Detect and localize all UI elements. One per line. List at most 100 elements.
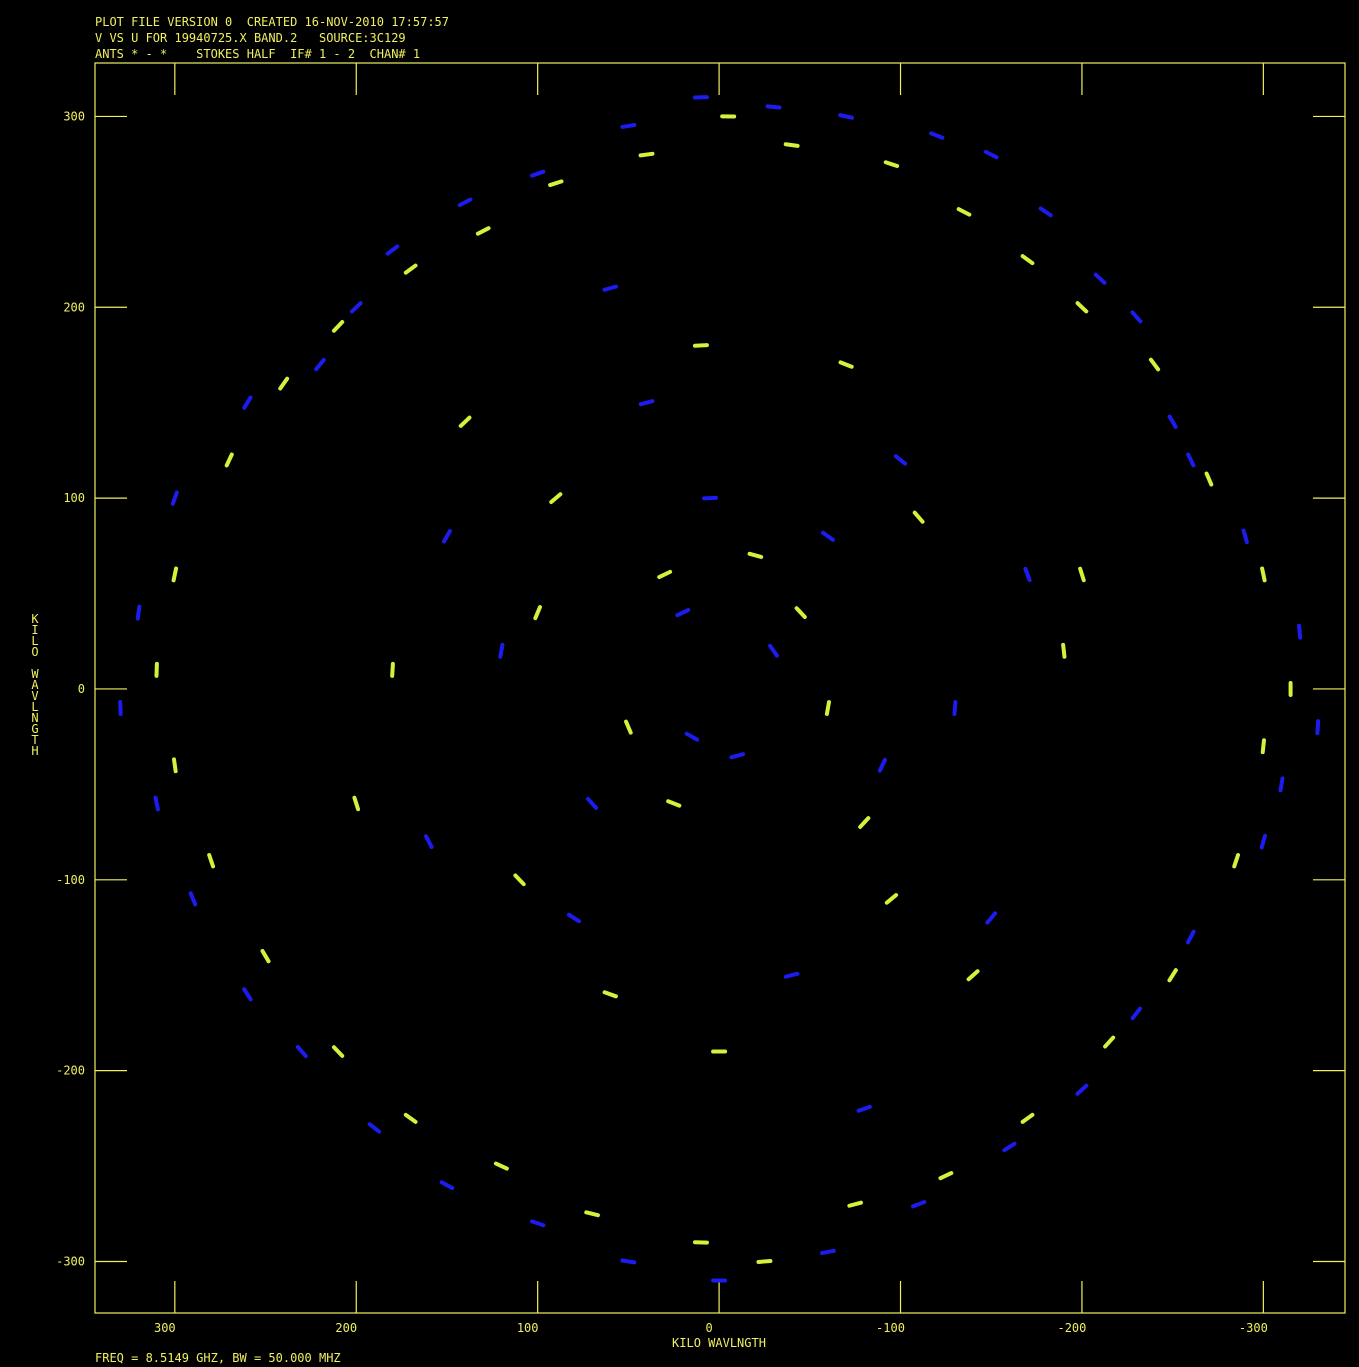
uv-point: [675, 608, 691, 618]
uv-point: [549, 492, 563, 505]
uv-point: [884, 893, 899, 905]
uv-point: [352, 795, 361, 812]
uv-point: [824, 700, 831, 716]
uv-point: [821, 530, 835, 542]
uv-point: [985, 911, 998, 925]
uv-point: [847, 1200, 863, 1208]
uv-point: [314, 357, 326, 372]
uv-point: [952, 700, 958, 717]
uv-point: [331, 320, 345, 333]
uv-point: [135, 604, 142, 621]
uv-point: [1078, 566, 1086, 583]
uv-point: [1167, 414, 1178, 429]
uv-point: [602, 284, 619, 292]
uv-point: [1023, 566, 1032, 583]
x-tick-label: -200: [1057, 1321, 1086, 1335]
uv-point: [1167, 968, 1178, 983]
header-line: V VS U FOR 19940725.X BAND.2 SOURCE:3C12…: [95, 31, 406, 45]
uv-point: [171, 757, 178, 774]
uv-point: [838, 113, 854, 120]
uv-point: [385, 244, 400, 256]
uv-point: [729, 752, 746, 760]
footer: FREQ = 8.5149 GHZ, BW = 50.000 MHZ: [95, 1351, 341, 1365]
uv-point: [783, 971, 800, 979]
uv-point: [966, 969, 980, 982]
uv-point: [702, 495, 719, 501]
x-tick-label: -100: [876, 1321, 905, 1335]
uv-point: [171, 566, 179, 583]
uv-point: [783, 142, 800, 148]
x-tick-label: 200: [335, 1321, 357, 1335]
uv-point: [1278, 776, 1285, 793]
uv-point: [367, 1122, 382, 1134]
uv-point: [765, 104, 782, 110]
uv-point: [260, 948, 271, 964]
uv-point: [242, 987, 253, 1002]
uv-point: [530, 169, 546, 178]
uv-point: [877, 757, 887, 773]
uv-point: [442, 529, 452, 544]
uv-point: [439, 1180, 455, 1191]
uv-point: [858, 816, 871, 829]
uv-point: [1093, 272, 1107, 285]
uv-point: [295, 1045, 308, 1059]
uv-point: [1186, 452, 1196, 468]
uv-point: [533, 605, 542, 621]
uv-point: [1020, 1112, 1035, 1124]
uv-point: [912, 510, 925, 524]
uv-point: [893, 454, 908, 466]
uv-point: [403, 263, 418, 275]
uv-point: [956, 207, 972, 217]
uv-point: [620, 123, 637, 129]
uv-point: [1075, 301, 1089, 314]
uv-point: [1130, 310, 1143, 324]
header-line: ANTS * - * STOKES HALF IF# 1 - 2 CHAN# 1: [95, 47, 420, 61]
uv-point: [820, 1248, 836, 1256]
uv-point: [638, 151, 655, 158]
uv-point: [153, 795, 160, 812]
uv-point: [390, 661, 395, 678]
uv-point: [1148, 357, 1161, 372]
uv-point: [1260, 738, 1266, 755]
uv-point: [1103, 1035, 1116, 1049]
uv-point: [493, 1161, 509, 1171]
uv-point: [747, 551, 764, 559]
uv-point: [883, 160, 900, 169]
uv-point: [1315, 719, 1321, 736]
y-tick-label: 300: [63, 109, 85, 123]
uv-point: [938, 1171, 954, 1181]
y-axis-label: KILO WAVLNGTH: [28, 612, 42, 755]
header-line: PLOT FILE VERSION 0 CREATED 16-NOV-2010 …: [95, 15, 449, 29]
uv-point: [349, 301, 363, 314]
uv-point: [457, 197, 473, 208]
x-tick-label: -300: [1239, 1321, 1268, 1335]
uv-point: [1061, 642, 1067, 659]
x-tick-label: 0: [705, 1321, 712, 1335]
uv-point: [224, 452, 234, 468]
uv-point: [1297, 623, 1303, 640]
x-axis-label: KILO WAVLNGTH: [672, 1336, 766, 1350]
uv-point: [458, 415, 472, 428]
uv-point: [586, 797, 599, 810]
uv-point: [768, 643, 779, 658]
uv-point: [620, 1258, 637, 1265]
uv-point: [692, 343, 709, 348]
uv-point: [188, 891, 198, 907]
uv-point: [1259, 833, 1267, 850]
uv-point: [242, 395, 253, 410]
uv-point: [856, 1104, 872, 1113]
uv-point: [794, 606, 807, 620]
y-tick-label: -200: [56, 1064, 85, 1078]
uv-point: [657, 569, 673, 580]
uv-point: [684, 731, 700, 742]
plot-frame: [94, 62, 1346, 1314]
uv-point: [424, 834, 434, 849]
uv-point: [1260, 566, 1267, 583]
uv-point: [331, 1045, 345, 1058]
uv-point: [666, 799, 682, 808]
uv-point: [1002, 1141, 1017, 1153]
x-tick-label: 100: [517, 1321, 539, 1335]
uv-point: [278, 376, 290, 391]
uv-point: [207, 853, 216, 869]
uv-point: [756, 1258, 773, 1264]
